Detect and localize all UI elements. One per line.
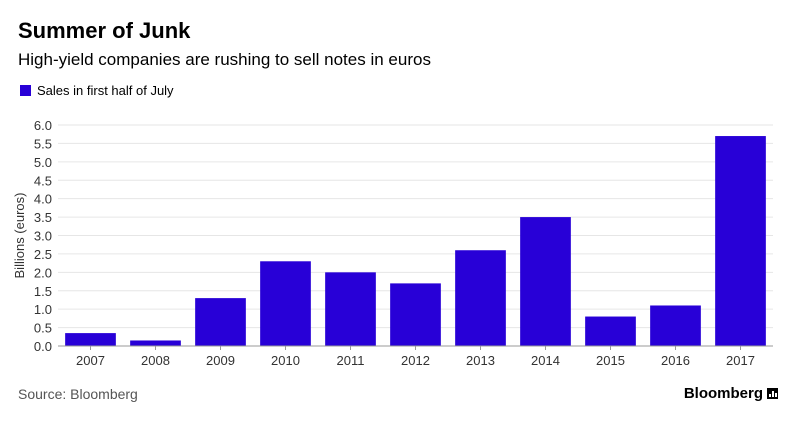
bar [455,250,506,346]
x-tick-label: 2016 [661,353,690,368]
x-tick-label: 2015 [596,353,625,368]
source-note: Source: Bloomberg [18,386,138,402]
y-tick-label: 0.5 [34,321,52,336]
chart-subtitle: High-yield companies are rushing to sell… [18,50,431,69]
x-tick-label: 2017 [726,353,755,368]
bar [130,340,181,346]
y-tick-label: 1.5 [34,284,52,299]
x-tick-label: 2010 [271,353,300,368]
bar [195,298,246,346]
y-tick-label: 1.0 [34,302,52,317]
y-tick-label: 6.0 [34,118,52,133]
x-tick-label: 2009 [206,353,235,368]
bar [390,283,441,346]
bar [260,261,311,346]
y-tick-label: 0.0 [34,339,52,354]
bar [325,272,376,346]
x-tick-label: 2007 [76,353,105,368]
brand-logo: Bloomberg [684,385,778,402]
y-tick-label: 2.5 [34,247,52,262]
y-tick-label: 2.0 [34,265,52,280]
bar-chart-icon [767,388,778,399]
bar [520,217,571,346]
legend-swatch [20,85,31,96]
y-tick-label: 3.0 [34,229,52,244]
y-tick-label: 3.5 [34,210,52,225]
brand-name: Bloomberg [683,385,763,402]
legend-label: Sales in first half of July [37,83,174,98]
bar [715,136,766,346]
bar [65,333,116,346]
y-tick-label: 4.5 [34,173,52,188]
x-tick-label: 2014 [531,353,560,368]
chart-title: Summer of Junk [18,18,191,43]
y-tick-label: 5.5 [34,136,52,151]
legend: Sales in first half of July [20,83,174,98]
x-tick-label: 2013 [466,353,495,368]
y-tick-label: 4.0 [34,192,52,207]
x-tick-label: 2008 [141,353,170,368]
y-tick-label: 5.0 [34,155,52,170]
bar [650,305,701,346]
x-tick-label: 2012 [401,353,430,368]
x-tick-label: 2011 [337,353,365,368]
bar [585,316,636,346]
y-axis-label: Billions (euros) [12,193,27,279]
